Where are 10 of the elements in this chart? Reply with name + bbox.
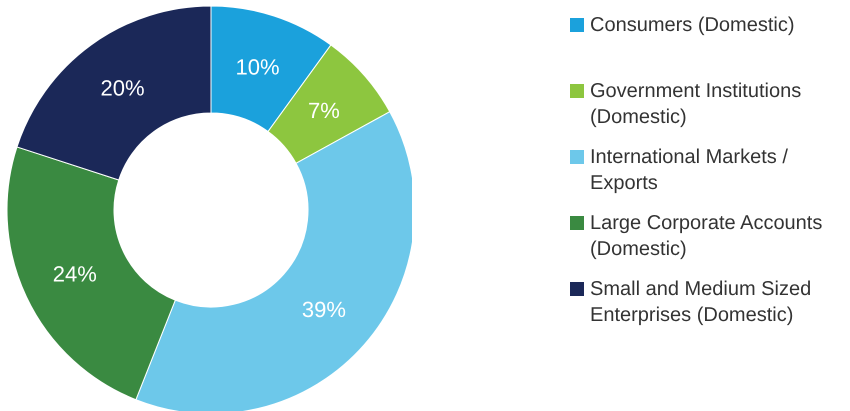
data-label: 20% xyxy=(100,76,145,101)
data-label: 7% xyxy=(308,98,340,123)
legend-label: Government Institutions (Domestic) xyxy=(590,79,802,130)
legend-label: International Markets / Exports xyxy=(590,145,789,196)
data-label: 39% xyxy=(302,297,346,322)
legend-label: Large Corporate Accounts (Domestic) xyxy=(590,211,824,262)
legend-label: Small and Medium Sized Enterprises (Domestic) xyxy=(590,277,812,328)
data-label: 24% xyxy=(52,262,97,287)
data-label: 10% xyxy=(235,54,280,80)
legend-label: Consumers (Domestic) xyxy=(590,13,794,38)
